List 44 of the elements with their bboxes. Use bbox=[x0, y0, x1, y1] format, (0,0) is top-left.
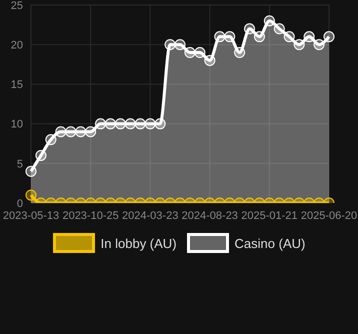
point bbox=[95, 118, 106, 130]
x-tick-label: 2024-08-23 bbox=[182, 210, 238, 222]
point bbox=[244, 23, 256, 34]
point bbox=[274, 23, 285, 34]
point bbox=[184, 47, 196, 58]
point bbox=[264, 15, 275, 26]
y-tick-label: 15 bbox=[10, 79, 23, 92]
x-tick-label: 2023-05-13 bbox=[2, 210, 60, 222]
point bbox=[224, 31, 236, 42]
point bbox=[65, 126, 76, 138]
y-tick-label: 25 bbox=[10, 0, 23, 12]
point bbox=[284, 31, 295, 42]
point bbox=[174, 39, 186, 50]
point bbox=[134, 118, 146, 130]
y-tick-label: 10 bbox=[10, 118, 23, 131]
point bbox=[164, 39, 176, 50]
point bbox=[254, 31, 265, 42]
point bbox=[214, 31, 226, 42]
point bbox=[204, 54, 216, 66]
y-tick-label: 0 bbox=[16, 198, 23, 210]
point bbox=[85, 126, 96, 138]
point bbox=[154, 118, 166, 130]
point bbox=[45, 134, 56, 146]
legend-label: In lobby (AU) bbox=[100, 236, 177, 250]
point bbox=[314, 39, 325, 50]
point bbox=[304, 31, 315, 42]
point bbox=[324, 31, 334, 42]
point bbox=[114, 118, 126, 130]
point bbox=[75, 126, 86, 138]
y-tick-label: 20 bbox=[10, 40, 23, 52]
x-tick-label: 2024-03-23 bbox=[122, 210, 178, 222]
x-tick-label: 2025-01-21 bbox=[241, 210, 298, 222]
point bbox=[124, 118, 136, 130]
point bbox=[144, 118, 156, 130]
legend-label: Casino (AU) bbox=[234, 236, 306, 250]
point bbox=[55, 126, 66, 138]
x-tick-label: 2025-06-20 bbox=[300, 210, 358, 222]
point bbox=[104, 118, 116, 130]
point bbox=[294, 39, 305, 50]
point bbox=[234, 47, 246, 58]
point bbox=[35, 150, 46, 161]
x-tick-label: 2023-10-25 bbox=[62, 210, 119, 222]
y-tick-label: 5 bbox=[16, 158, 23, 170]
point bbox=[194, 47, 206, 58]
